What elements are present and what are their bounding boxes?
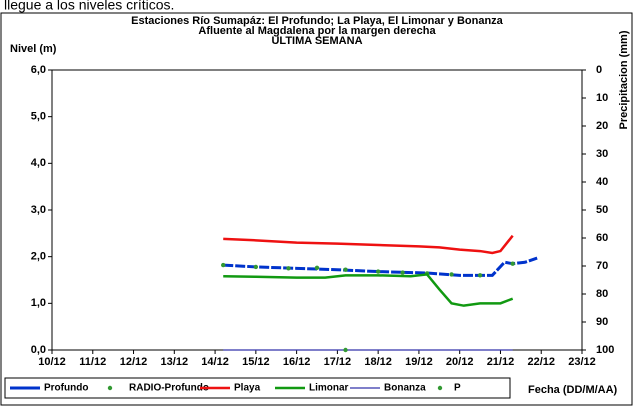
y-tick-label: 2,0 bbox=[31, 251, 46, 263]
x-tick-label: 16/12 bbox=[283, 356, 311, 368]
data-line bbox=[223, 234, 514, 255]
x-tick-label: 23/12 bbox=[568, 356, 596, 368]
y2-tick-label: 10 bbox=[596, 92, 608, 104]
legend-swatch bbox=[437, 385, 443, 391]
legend-label: Bonanza bbox=[384, 383, 426, 394]
y-tick-label: 3,0 bbox=[31, 204, 46, 216]
data-point bbox=[343, 267, 348, 272]
y-tick-label: 6,0 bbox=[31, 64, 46, 76]
data-point bbox=[286, 266, 291, 271]
legend-label: Playa bbox=[234, 383, 261, 394]
data-point bbox=[477, 273, 483, 278]
y2-axis-label: Precipitacion (mm) bbox=[618, 30, 630, 129]
caption: llegue a los niveles críticos. bbox=[4, 0, 174, 13]
y2-tick-label: 30 bbox=[596, 148, 608, 160]
y-tick-label: 5,0 bbox=[31, 111, 46, 123]
y2-tick-label: 100 bbox=[596, 344, 614, 356]
y2-tick-label: 40 bbox=[596, 176, 608, 188]
x-tick-label: 11/12 bbox=[79, 356, 106, 368]
data-point bbox=[314, 265, 320, 271]
x-axis-label: Fecha (DD/M/AA) bbox=[528, 384, 618, 396]
data-point bbox=[343, 347, 348, 353]
data-point bbox=[221, 262, 226, 268]
legend-label: Limonar bbox=[309, 383, 349, 394]
legend-swatch bbox=[107, 385, 113, 391]
x-tick-label: 21/12 bbox=[487, 356, 515, 368]
data-point bbox=[375, 269, 381, 274]
y-tick-label: 1,0 bbox=[31, 297, 46, 309]
plot-frame bbox=[51, 69, 583, 351]
y2-tick-label: 70 bbox=[596, 260, 608, 272]
data-line bbox=[223, 273, 514, 307]
y2-tick-label: 90 bbox=[596, 316, 608, 328]
y2-tick-label: 0 bbox=[596, 64, 602, 76]
x-tick-label: 19/12 bbox=[405, 356, 433, 368]
y-tick-label: 0,0 bbox=[31, 344, 46, 356]
y-axis-label: Nivel (m) bbox=[10, 43, 57, 55]
data-point bbox=[400, 270, 405, 275]
y-tick-label: 4,0 bbox=[31, 157, 46, 169]
x-tick-label: 15/12 bbox=[242, 356, 270, 368]
y2-tick-label: 50 bbox=[596, 204, 608, 216]
chart-subtitle: Afluente al Magdalena por la margen dere… bbox=[198, 25, 436, 37]
legend-label: Profundo bbox=[44, 383, 88, 394]
x-tick-label: 22/12 bbox=[527, 356, 555, 368]
data-point bbox=[510, 261, 515, 266]
data-point bbox=[449, 272, 454, 277]
data-point bbox=[253, 264, 259, 270]
y2-tick-label: 60 bbox=[596, 232, 608, 244]
legend bbox=[4, 377, 511, 399]
x-tick-label: 18/12 bbox=[364, 356, 392, 368]
legend-label: P bbox=[454, 383, 461, 394]
x-tick-label: 14/12 bbox=[201, 356, 229, 368]
chart-frame bbox=[0, 12, 633, 406]
y2-tick-label: 20 bbox=[596, 120, 608, 132]
x-tick-label: 10/12 bbox=[38, 356, 66, 368]
x-tick-label: 17/12 bbox=[324, 356, 352, 368]
x-tick-label: 12/12 bbox=[120, 356, 148, 368]
legend-label: RADIO-Profundo bbox=[129, 383, 209, 394]
y2-tick-label: 80 bbox=[596, 288, 608, 300]
data-line bbox=[223, 256, 538, 277]
x-tick-label: 20/12 bbox=[446, 356, 474, 368]
x-tick-label: 13/12 bbox=[161, 356, 189, 368]
chart-title: Estaciones Río Sumapáz: El Profundo; La … bbox=[131, 15, 504, 27]
chart-subtitle: ULTIMA SEMANA bbox=[271, 35, 362, 47]
